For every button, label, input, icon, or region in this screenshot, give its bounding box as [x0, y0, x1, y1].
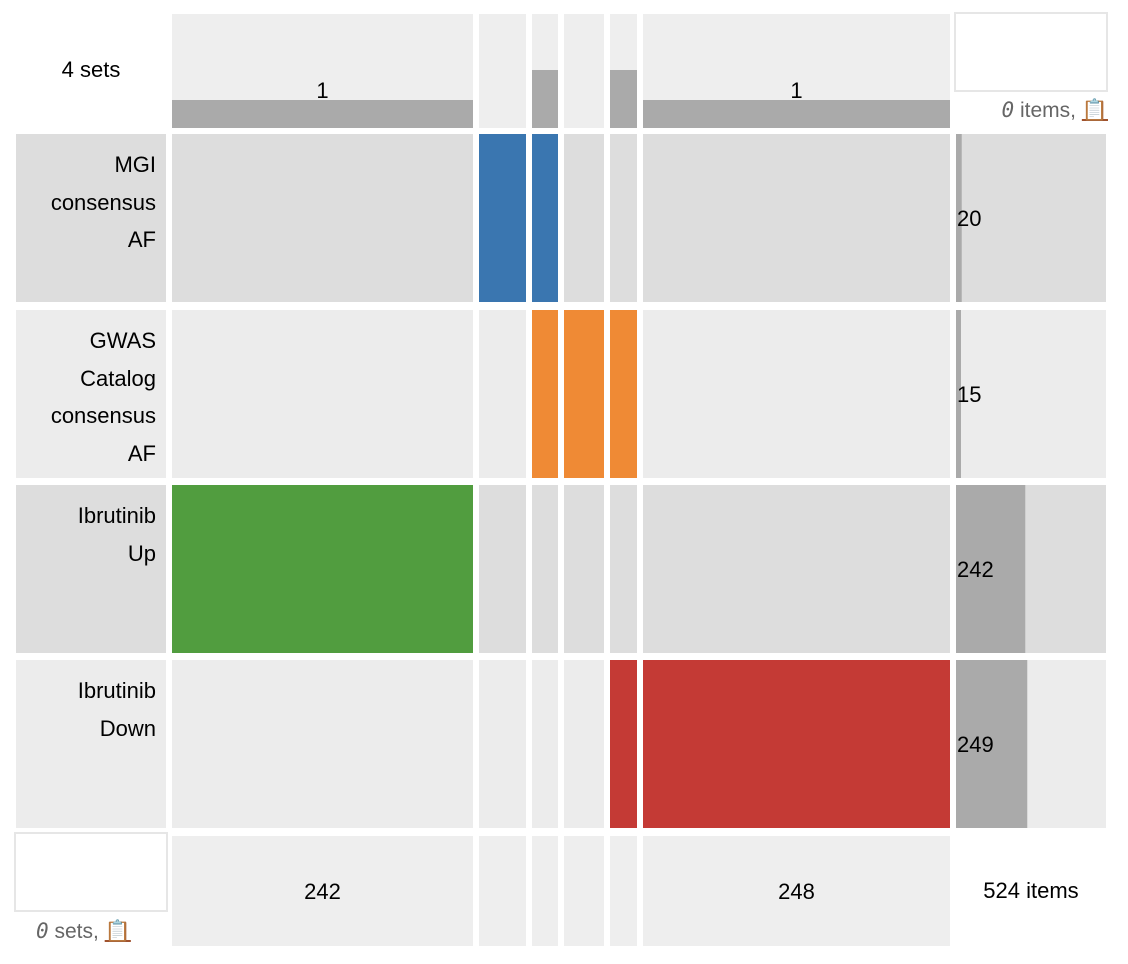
membership-cell: [643, 485, 950, 653]
set-size-bar: [956, 660, 1028, 828]
degree-bar: [532, 70, 558, 128]
membership-cell-filled: [610, 310, 637, 478]
items-status-text: items,: [1014, 99, 1082, 122]
membership-cell: [172, 310, 473, 478]
set-size-bar: [956, 134, 962, 302]
column-header-cell: [564, 14, 604, 128]
membership-cell: [479, 485, 526, 653]
clipboard-icon[interactable]: 📋: [104, 920, 131, 943]
membership-cell: [564, 134, 604, 302]
set-copy-box[interactable]: [14, 832, 168, 912]
set-label-cell: [16, 134, 166, 302]
membership-cell: [564, 660, 604, 828]
sets-status-text: sets,: [48, 920, 105, 943]
set-name-text: Ibrutinib Up: [77, 503, 156, 566]
column-count-cell: [564, 836, 604, 946]
column-count-cell: [610, 836, 637, 946]
set-size-label: 20: [957, 206, 981, 231]
membership-cell: [172, 660, 473, 828]
set-size-bar: [956, 485, 1026, 653]
set-label-cell: [16, 660, 166, 828]
degree-label: 1: [790, 78, 802, 103]
column-count-label: 242: [304, 879, 341, 904]
column-header-cell: [479, 14, 526, 128]
set-name-label: GWAS Catalog consensus AF: [16, 310, 166, 478]
set-name-label: Ibrutinib Down: [16, 660, 166, 828]
set-size-bar: [956, 310, 961, 478]
clipboard-icon[interactable]: 📋: [1081, 99, 1108, 122]
membership-cell: [610, 485, 637, 653]
membership-cell: [564, 485, 604, 653]
membership-cell: [532, 485, 558, 653]
membership-cell: [479, 310, 526, 478]
membership-cell: [479, 660, 526, 828]
degree-bar: [172, 100, 473, 128]
set-name-text: GWAS Catalog consensus AF: [50, 328, 156, 466]
membership-cell-filled: [564, 310, 604, 478]
sets-status: 0 sets, 📋: [36, 919, 131, 944]
set-label-cell: [16, 310, 166, 478]
membership-cell-filled: [532, 134, 558, 302]
column-count-cell: [643, 836, 950, 946]
column-count-cell: [532, 836, 558, 946]
set-size-cell: [956, 134, 1106, 302]
set-name-label: MGI consensus AF: [16, 134, 166, 302]
sets-status-count: 0: [36, 919, 49, 943]
degree-label: 1: [316, 78, 328, 103]
membership-cell-filled: [172, 485, 473, 653]
set-size-label: 249: [957, 732, 994, 757]
membership-cell-filled: [610, 660, 637, 828]
membership-cell: [610, 134, 637, 302]
membership-cell: [532, 660, 558, 828]
item-copy-box[interactable]: [954, 12, 1108, 92]
membership-cell-filled: [643, 660, 950, 828]
chart-title: 4 sets: [61, 57, 121, 82]
set-size-label: 15: [957, 382, 981, 407]
set-name-label: Ibrutinib Up: [16, 485, 166, 653]
set-name-text: MGI consensus AF: [50, 152, 156, 252]
membership-cell: [172, 134, 473, 302]
set-size-cell: [956, 310, 1106, 478]
set-name-text: Ibrutinib Down: [77, 678, 156, 741]
degree-bar: [610, 70, 637, 128]
membership-cell-filled: [532, 310, 558, 478]
set-size-label: 242: [957, 557, 994, 582]
degree-bar: [643, 100, 950, 128]
membership-cell: [643, 134, 950, 302]
set-label-cell: [16, 485, 166, 653]
items-status-count: 0: [1001, 98, 1015, 122]
column-count-cell: [172, 836, 473, 946]
items-status: 0 items, 📋: [1002, 98, 1109, 123]
column-count-cell: [479, 836, 526, 946]
column-count-label: 248: [778, 879, 815, 904]
membership-cell-filled: [479, 134, 526, 302]
membership-cell: [643, 310, 950, 478]
total-items: 524 items: [983, 878, 1079, 903]
